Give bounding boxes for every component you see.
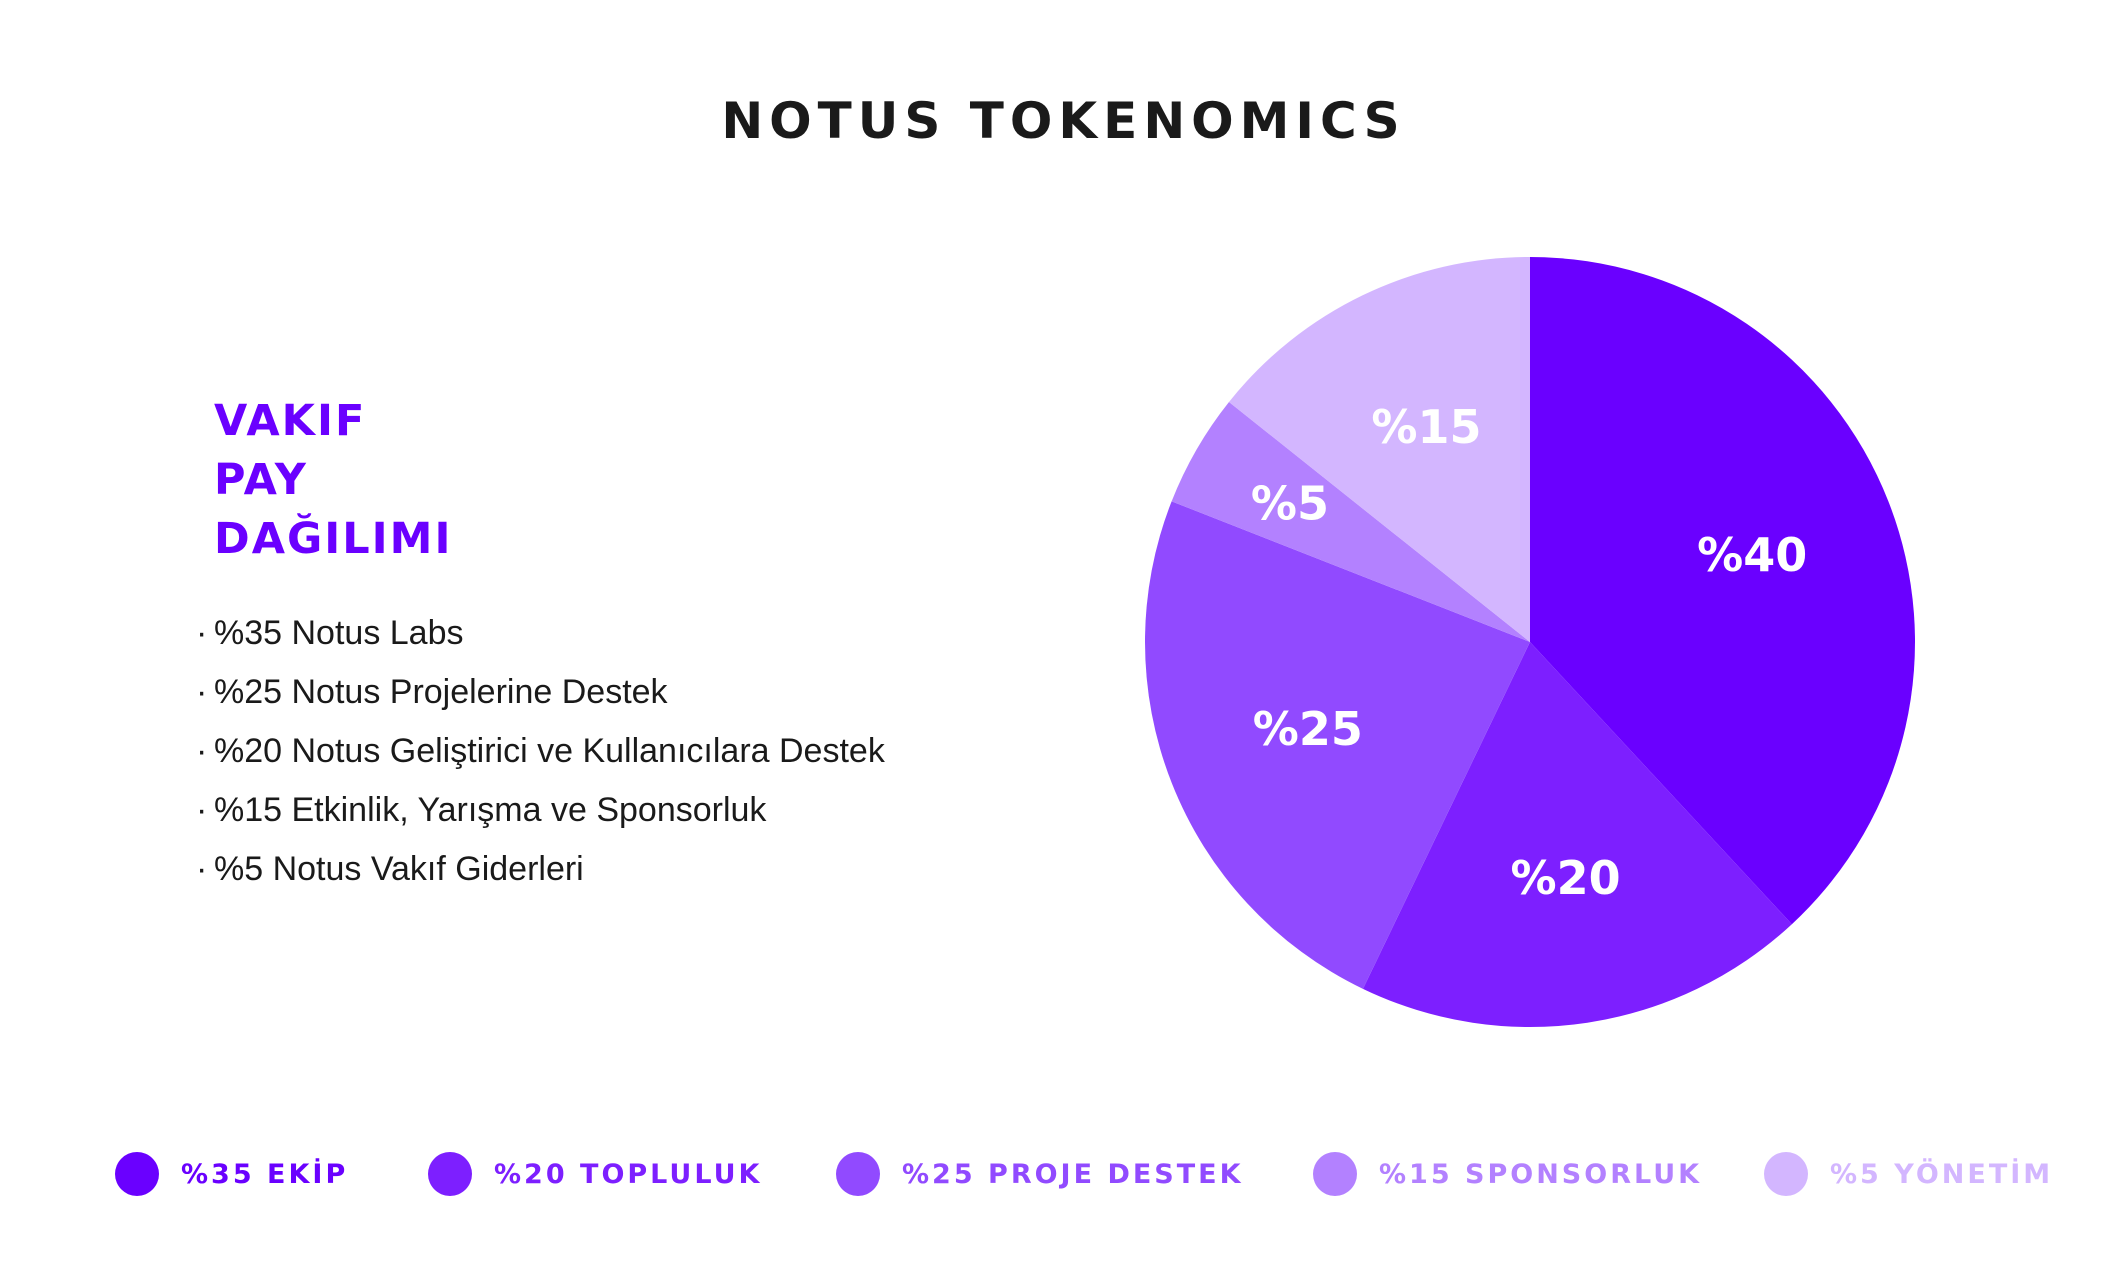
list-item: · %5 Notus Vakıf Giderleri — [196, 840, 885, 899]
legend-swatch — [1764, 1152, 1808, 1196]
list-item-text: %20 Notus Geliştirici ve Kullanıcılara D… — [214, 732, 885, 770]
legend-swatch — [115, 1152, 159, 1196]
legend-item: %35 EKİP — [115, 1152, 348, 1196]
legend-label: %25 PROJE DESTEK — [902, 1158, 1244, 1190]
legend-item: %5 YÖNETİM — [1764, 1152, 2053, 1196]
legend-item: %20 TOPLULUK — [428, 1152, 762, 1196]
pie-slice — [1228, 257, 1530, 642]
legend-swatch — [836, 1152, 880, 1196]
list-item-text: %25 Notus Projelerine Destek — [214, 673, 668, 711]
pie-slice — [1171, 401, 1530, 642]
heading-line: DAĞILIMI — [214, 514, 453, 564]
pie-slice — [1530, 257, 1915, 925]
list-item: · %20 Notus Geliştirici ve Kullanıcılara … — [196, 722, 885, 781]
bullet-marker: · — [196, 614, 208, 652]
slice-label: %40 — [1697, 528, 1807, 582]
list-item: · %25 Notus Projelerine Destek — [196, 663, 885, 722]
legend-label: %15 SPONSORLUK — [1379, 1158, 1703, 1190]
pie-slice — [1362, 642, 1792, 1027]
slice-label: %15 — [1371, 400, 1481, 454]
chart-title: NOTUS TOKENOMICS — [721, 92, 1406, 150]
allocation-list: · %35 Notus Labs · %25 Notus Projelerine D… — [196, 604, 885, 899]
list-item: · %35 Notus Labs — [196, 604, 885, 663]
legend-item: %25 PROJE DESTEK — [836, 1152, 1244, 1196]
slice-label: %20 — [1511, 851, 1621, 905]
legend-label: %20 TOPLULUK — [494, 1158, 763, 1190]
legend-swatch — [428, 1152, 472, 1196]
slice-label: %5 — [1251, 476, 1329, 530]
legend-label: %35 EKİP — [181, 1158, 349, 1190]
legend-item: %15 SPONSORLUK — [1313, 1152, 1702, 1196]
slice-label: %25 — [1253, 702, 1363, 756]
bullet-marker: · — [196, 732, 208, 770]
bullet-marker: · — [196, 791, 208, 829]
heading-line: PAY — [214, 455, 308, 505]
section-heading: VAKIF PAY DAĞILIMI — [214, 392, 452, 569]
bullet-marker: · — [196, 673, 208, 711]
pie-slice — [1145, 501, 1530, 989]
bullet-marker: · — [196, 850, 208, 888]
list-item: · %15 Etkinlik, Yarışma ve Sponsorluk — [196, 781, 885, 840]
list-item-text: %15 Etkinlik, Yarışma ve Sponsorluk — [214, 791, 767, 829]
heading-line: VAKIF — [214, 396, 367, 446]
list-item-text: %35 Notus Labs — [214, 614, 464, 652]
list-item-text: %5 Notus Vakıf Giderleri — [214, 850, 584, 888]
legend-swatch — [1313, 1152, 1357, 1196]
legend-label: %5 YÖNETİM — [1830, 1158, 2054, 1190]
